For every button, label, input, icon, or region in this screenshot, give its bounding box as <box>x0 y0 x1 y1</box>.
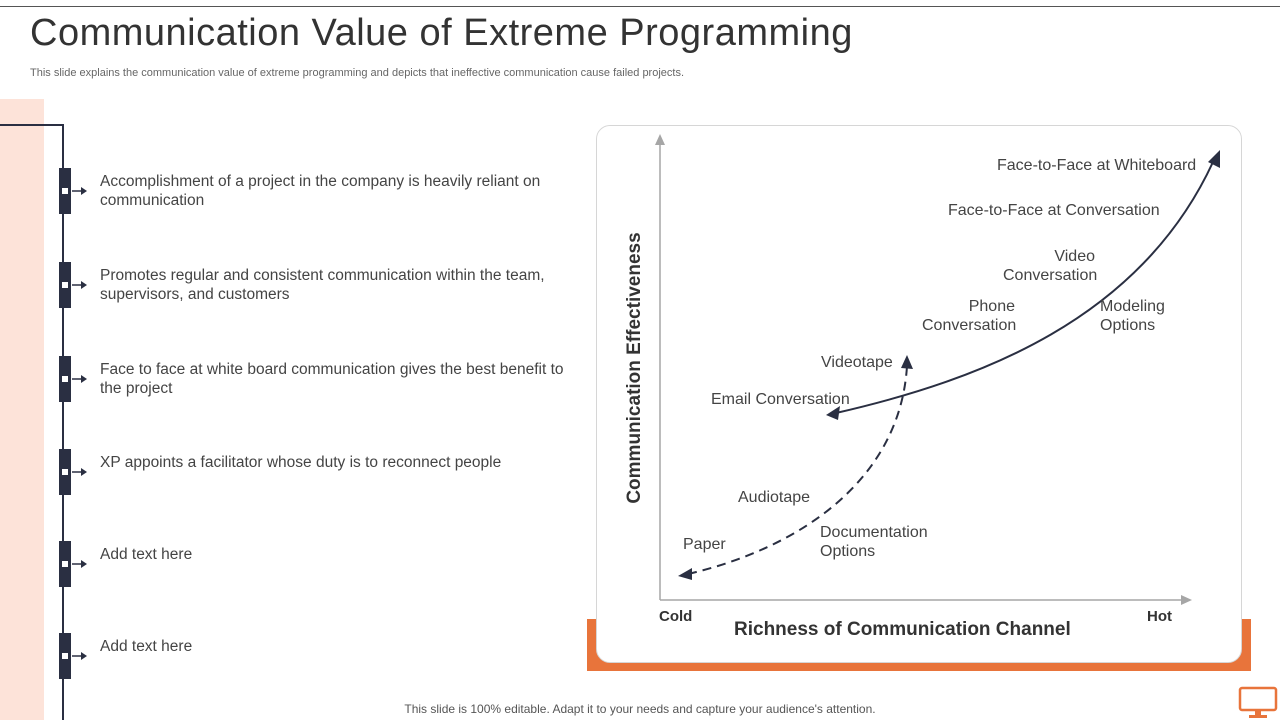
channel-label: Face-to-Face at Whiteboard <box>997 157 1197 174</box>
page-subtitle: This slide explains the communication va… <box>30 67 685 79</box>
monitor-icon <box>1238 686 1278 718</box>
point-text: Add text here <box>100 546 193 563</box>
x-axis-min-label: Cold <box>659 608 693 625</box>
top-rule <box>0 6 1280 7</box>
point-item: Add text here <box>0 541 580 589</box>
x-axis-max-label: Hot <box>1147 608 1172 625</box>
channel-label: Paper <box>683 536 726 553</box>
bullet-tab <box>59 356 71 402</box>
point-text: Accomplishment of a project in the compa… <box>100 173 541 209</box>
channel-label: Phone Conversation <box>922 298 1017 334</box>
bullet-tab <box>59 633 71 679</box>
accent-bar <box>0 99 44 720</box>
channel-label: Audiotape <box>738 489 811 506</box>
channel-label: Videotape <box>821 354 893 371</box>
arrow-right-icon <box>72 375 87 383</box>
point-item: Face to face at white board communicatio… <box>0 356 580 404</box>
channel-label: Email Conversation <box>711 391 850 408</box>
arrow-right-icon <box>72 281 87 289</box>
channel-label: Face-to-Face at Conversation <box>948 202 1160 219</box>
point-text: Add text here <box>100 638 193 655</box>
point-text: XP appoints a facilitator whose duty is … <box>100 454 502 471</box>
bullet-tab <box>59 541 71 587</box>
group-label-modeling: Modeling Options <box>1100 298 1165 334</box>
channel-label: Video Conversation <box>1003 248 1098 284</box>
arrow-right-icon <box>72 468 87 476</box>
point-text: Promotes regular and consistent communic… <box>100 267 545 303</box>
bullet-tab <box>59 449 71 495</box>
bullet-tab <box>59 168 71 214</box>
group-label-documentation: Documentation Options <box>820 524 928 560</box>
timeline-frame <box>0 124 64 720</box>
point-item: Promotes regular and consistent communic… <box>0 262 580 310</box>
page-title: Communication Value of Extreme Programmi… <box>30 12 853 54</box>
footer-note: This slide is 100% editable. Adapt it to… <box>404 702 876 716</box>
x-axis-title: Richness of Communication Channel <box>734 619 1071 640</box>
arrow-right-icon <box>72 652 87 660</box>
point-text: Face to face at white board communicatio… <box>100 361 564 397</box>
point-item: Add text here <box>0 633 580 681</box>
y-axis-title: Communication Effectiveness <box>624 232 645 504</box>
point-item: XP appoints a facilitator whose duty is … <box>0 449 580 497</box>
arrow-right-icon <box>72 187 87 195</box>
bullet-tab <box>59 262 71 308</box>
arrow-right-icon <box>72 560 87 568</box>
point-item: Accomplishment of a project in the compa… <box>0 168 580 216</box>
